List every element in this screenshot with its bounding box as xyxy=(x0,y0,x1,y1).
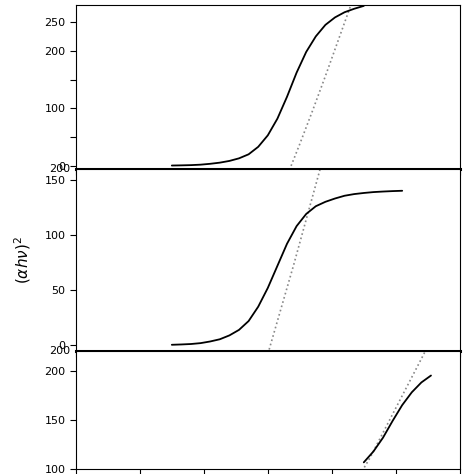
Y-axis label: $(\alpha h\nu)^2$: $(\alpha h\nu)^2$ xyxy=(13,236,33,284)
Text: 200: 200 xyxy=(49,346,70,356)
Text: (c): (c) xyxy=(257,187,278,201)
Text: (b): (b) xyxy=(256,369,279,383)
Text: 200: 200 xyxy=(49,164,70,173)
